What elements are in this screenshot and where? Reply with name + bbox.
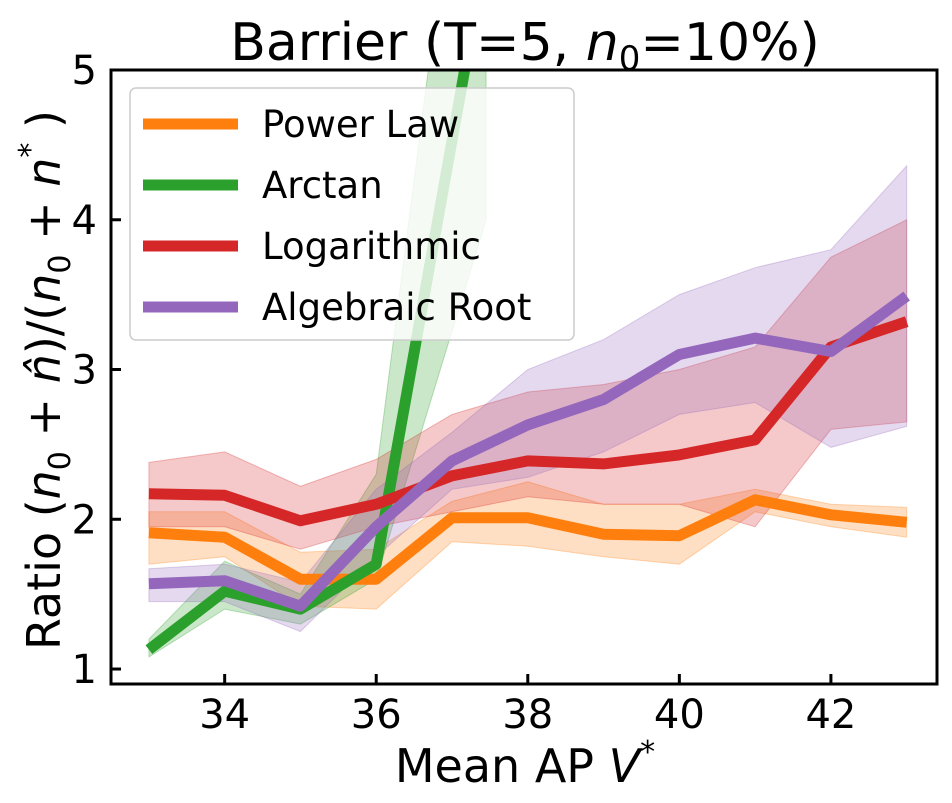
legend-label-logarithmic: Logarithmic	[262, 225, 481, 268]
legend: Power Law Arctan Logarithmic Algebraic Root	[129, 87, 575, 341]
algebraic-root-line	[148, 291, 910, 612]
legend-label-algebraic-root: Algebraic Root	[262, 286, 531, 329]
y-tick-label: 2	[72, 497, 97, 543]
x-tick-label: 34	[199, 692, 250, 738]
series-lines	[145, 70, 910, 654]
y-tick-label: 5	[72, 48, 97, 94]
y-tick-label: 4	[72, 198, 97, 244]
y-axis: 1 2 3 4 5	[72, 48, 121, 693]
x-tick-label: 40	[654, 692, 705, 738]
legend-label-arctan: Arctan	[262, 164, 383, 207]
x-tick-label: 36	[351, 692, 402, 738]
power-law-line	[148, 494, 908, 585]
legend-label-power-law: Power Law	[262, 103, 459, 146]
chart-title: Barrier (T=5, n0=10%)	[230, 13, 820, 79]
logarithmic-line	[148, 316, 909, 527]
legend-box	[129, 87, 575, 341]
y-tick-label: 1	[72, 647, 97, 693]
logarithmic-band	[148, 218, 908, 550]
y-axis-label: Ratio (n0 + n̂)/(n0 + n* )	[13, 110, 78, 650]
y-tick-label: 3	[72, 348, 97, 394]
x-axis-label: Mean AP V*	[395, 735, 655, 793]
x-tick-label: 38	[502, 692, 553, 738]
plot-frame	[109, 68, 939, 686]
x-axis: 34 36 38 40 42	[199, 674, 856, 738]
x-tick-label: 42	[805, 692, 856, 738]
